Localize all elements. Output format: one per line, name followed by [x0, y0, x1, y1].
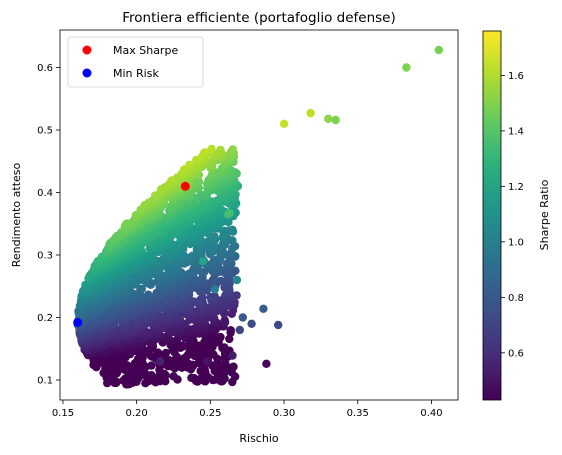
colorbar: 0.6 0.8 1.0 1.2 1.4 1.6 Sharpe Ratio — [482, 30, 551, 401]
colorbar-tick-label: 1.0 — [508, 237, 524, 248]
portfolio-point — [279, 119, 289, 128]
y-tick-label: 0.5 — [37, 126, 53, 137]
portfolio-point — [147, 361, 156, 370]
portfolio-point — [220, 343, 229, 352]
portfolio-point — [228, 145, 238, 154]
legend-label-min-risk: Min Risk — [113, 67, 159, 80]
portfolio-point — [274, 320, 283, 330]
y-tick-label: 0.2 — [37, 313, 53, 324]
portfolio-point — [203, 357, 212, 366]
portfolio-point — [206, 292, 215, 302]
y-tick-label: 0.4 — [37, 188, 53, 199]
portfolio-point — [238, 313, 247, 322]
x-tick-label: 0.40 — [420, 408, 442, 419]
portfolio-point — [185, 160, 194, 169]
colorbar-tick-label: 0.6 — [508, 348, 524, 359]
scatter-points-layer — [73, 45, 443, 389]
portfolio-point — [402, 63, 411, 72]
portfolio-point — [137, 284, 146, 294]
portfolio-point — [103, 378, 112, 388]
portfolio-point — [169, 372, 178, 381]
portfolio-point — [207, 144, 216, 154]
colorbar-tick-label: 1.2 — [508, 182, 524, 193]
portfolio-point — [235, 325, 244, 335]
portfolio-point — [225, 208, 234, 218]
max-sharpe-point — [180, 181, 190, 191]
portfolio-point — [156, 185, 166, 194]
portfolio-point — [331, 115, 340, 125]
portfolio-point — [226, 326, 235, 335]
legend: Max Sharpe Min Risk — [67, 36, 204, 88]
colorbar-tick-label: 0.8 — [508, 293, 524, 304]
portfolio-point — [324, 114, 333, 124]
portfolio-point — [144, 290, 153, 299]
legend-marker-max-sharpe — [82, 45, 92, 55]
legend-label-max-sharpe: Max Sharpe — [113, 44, 178, 57]
chart-title: Frontiera efficiente (portafoglio defens… — [122, 10, 396, 26]
portfolio-point — [200, 148, 209, 157]
portfolio-point — [259, 304, 268, 313]
portfolio-point — [229, 362, 238, 371]
portfolio-point — [232, 291, 241, 300]
portfolio-point — [225, 334, 234, 344]
portfolio-point — [216, 145, 225, 155]
portfolio-point — [228, 351, 237, 360]
portfolio-point — [216, 332, 225, 342]
plot-frame — [59, 29, 459, 401]
x-tick-label: 0.30 — [273, 408, 295, 419]
legend-box — [67, 36, 204, 88]
x-tick-label: 0.15 — [52, 408, 74, 419]
portfolio-point — [209, 256, 219, 265]
x-tick-label: 0.35 — [347, 408, 369, 419]
portfolio-point — [122, 219, 131, 228]
y-tick-label: 0.1 — [37, 376, 53, 387]
colorbar-gradient — [482, 30, 502, 401]
portfolio-point — [122, 380, 131, 389]
y-tick-label: 0.3 — [37, 251, 53, 262]
portfolio-point — [192, 155, 201, 165]
x-axis-ticks: 0.15 0.20 0.25 0.30 0.35 0.40 — [52, 400, 443, 419]
portfolio-point — [434, 45, 443, 55]
portfolio-point — [232, 275, 242, 285]
portfolio-point — [140, 201, 149, 210]
portfolio-point — [247, 319, 256, 328]
portfolio-point — [188, 297, 198, 306]
portfolio-point — [198, 257, 208, 266]
x-tick-label: 0.20 — [126, 408, 148, 419]
portfolio-point — [167, 176, 176, 185]
y-axis-ticks: 0.1 0.2 0.3 0.4 0.5 0.6 — [37, 63, 60, 387]
portfolio-point — [131, 211, 140, 220]
y-tick-label: 0.6 — [37, 63, 53, 74]
portfolio-point — [187, 373, 196, 382]
y-axis-label: Rendimento atteso — [10, 162, 23, 267]
portfolio-point — [306, 108, 315, 118]
colorbar-ticks: 0.6 0.8 1.0 1.2 1.4 1.6 — [501, 71, 524, 359]
x-tick-label: 0.25 — [199, 408, 221, 419]
portfolio-point — [220, 316, 229, 325]
colorbar-tick-label: 1.4 — [508, 126, 524, 137]
portfolio-point — [216, 276, 226, 286]
x-axis-label: Rischio — [239, 432, 279, 445]
portfolio-point — [153, 348, 163, 357]
portfolio-point — [196, 190, 205, 199]
portfolio-point — [161, 348, 171, 358]
portfolio-point — [204, 237, 213, 246]
min-risk-point — [73, 318, 83, 327]
portfolio-point — [262, 359, 271, 368]
colorbar-label: Sharpe Ratio — [538, 179, 551, 250]
portfolio-point — [210, 285, 219, 294]
highlight-points-layer — [73, 181, 190, 327]
legend-marker-min-risk — [82, 68, 92, 78]
portfolio-point — [151, 191, 160, 200]
colorbar-tick-label: 1.6 — [508, 71, 524, 82]
portfolio-point — [156, 357, 165, 366]
